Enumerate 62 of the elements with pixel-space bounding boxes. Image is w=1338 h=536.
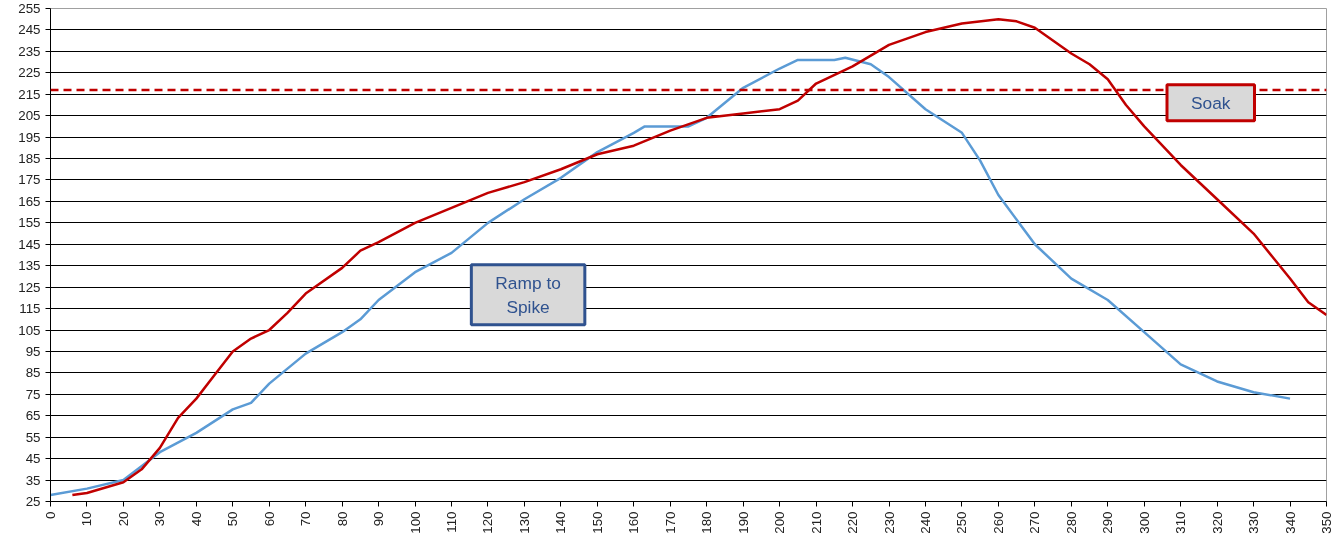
x-tick-label: 100 [407,511,423,534]
x-tick-label: 0 [43,511,58,519]
x-tick-label: 50 [225,511,241,527]
x-tick-label: 310 [1173,511,1189,534]
x-tick-label: 190 [735,511,751,534]
y-tick-label: 195 [18,129,41,145]
y-tick-label: 215 [18,86,41,102]
y-tick-label: 35 [25,472,41,488]
x-tick-label: 270 [1027,511,1043,534]
y-tick-label: 245 [18,22,41,38]
y-tick-label: 255 [18,1,41,16]
x-tick-label: 300 [1136,511,1152,534]
y-tick-label: 45 [25,451,41,467]
x-tick-label: 340 [1282,511,1298,534]
x-tick-label: 120 [480,511,496,534]
y-tick-label: 185 [18,151,41,167]
x-tick-label: 350 [1319,511,1334,534]
x-tick-label: 220 [845,511,861,534]
x-tick-label: 260 [990,511,1006,534]
y-tick-label: 95 [25,343,41,359]
x-tick-label: 170 [662,511,678,534]
y-tick-label: 125 [18,279,41,295]
x-tick-label: 330 [1246,511,1262,534]
x-tick-label: 140 [553,511,569,534]
annotation: Soak [1191,92,1231,113]
annotation: Ramp to Spike [495,272,561,317]
y-tick-label: 225 [18,65,41,81]
y-tick-label: 175 [18,172,41,188]
x-tick-label: 290 [1100,511,1116,534]
y-tick-label: 65 [25,408,41,424]
y-tick-label: 145 [18,236,41,252]
x-tick-label: 30 [152,511,168,527]
x-tick-label: 230 [881,511,897,534]
x-tick-label: 70 [298,511,314,527]
x-tick-label: 210 [808,511,824,534]
x-tick-label: 90 [371,511,387,527]
y-tick-label: 165 [18,193,41,209]
x-tick-label: 20 [115,511,131,527]
y-tick-label: 25 [25,494,41,509]
x-tick-label: 130 [516,511,532,534]
x-tick-label: 160 [626,511,642,534]
x-tick-label: 280 [1063,511,1079,534]
y-tick-label: 75 [25,386,41,402]
x-tick-label: 240 [917,511,933,534]
x-tick-label: 200 [772,511,788,534]
x-tick-label: 250 [954,511,970,534]
y-tick-label: 135 [18,258,41,274]
y-tick-label: 105 [18,322,41,338]
x-tick-label: 40 [188,511,204,527]
x-tick-label: 320 [1209,511,1225,534]
x-tick-label: 60 [261,511,277,527]
y-tick-label: 205 [18,108,41,124]
x-tick-label: 110 [444,511,460,533]
x-tick-label: 180 [699,511,715,534]
x-tick-label: 10 [79,511,95,527]
x-tick-label: 150 [589,511,605,534]
y-tick-label: 155 [18,215,41,231]
x-tick-label: 80 [334,511,350,527]
y-tick-label: 55 [25,429,41,445]
y-tick-label: 235 [18,43,41,59]
y-tick-label: 115 [19,301,41,317]
y-tick-label: 85 [25,365,41,381]
